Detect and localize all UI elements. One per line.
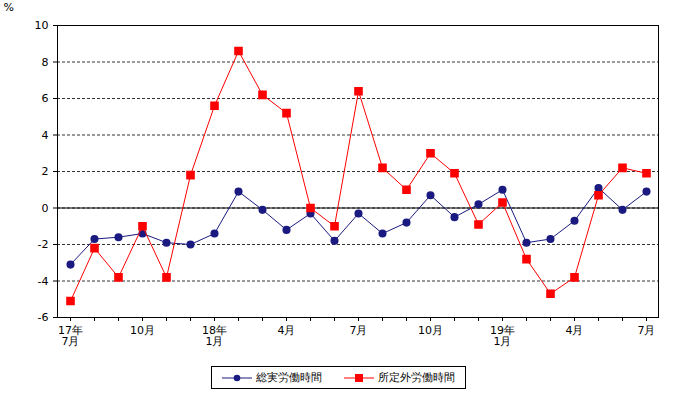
html-text:所定外労働時間: 所定外労働時間 xyxy=(377,371,455,384)
svg-text:10月: 10月 xyxy=(418,324,443,337)
svg-text:%: % xyxy=(4,1,14,14)
svg-text:7月: 7月 xyxy=(350,324,368,337)
html-text:総実労働時間: 総実労働時間 xyxy=(255,371,322,384)
svg-text:4月: 4月 xyxy=(566,324,584,337)
svg-text:0: 0 xyxy=(42,202,49,215)
svg-text:10月: 10月 xyxy=(130,324,155,337)
svg-text:7月: 7月 xyxy=(638,324,656,337)
svg-text:18年1月: 18年1月 xyxy=(202,324,227,348)
svg-text:4月: 4月 xyxy=(278,324,296,337)
svg-text:8: 8 xyxy=(42,56,49,69)
svg-text:4: 4 xyxy=(42,129,49,142)
svg-text:2: 2 xyxy=(42,165,49,178)
svg-text:10: 10 xyxy=(35,19,49,32)
svg-text:17年7月: 17年7月 xyxy=(58,324,83,348)
svg-text:-6: -6 xyxy=(38,311,49,324)
svg-text:6: 6 xyxy=(42,92,49,105)
svg-text:-4: -4 xyxy=(38,275,49,288)
svg-text:-2: -2 xyxy=(38,238,49,251)
svg-text:19年1月: 19年1月 xyxy=(490,324,515,348)
